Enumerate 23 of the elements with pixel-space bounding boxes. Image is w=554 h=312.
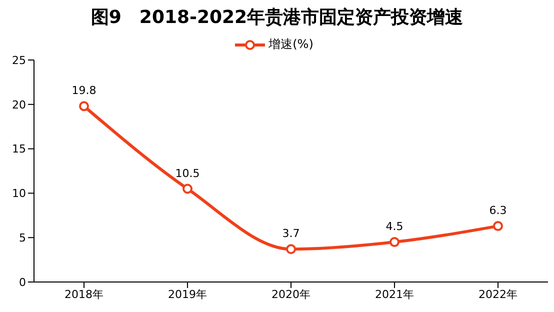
point xyxy=(79,101,89,112)
point xyxy=(286,244,296,254)
legend-label: 增速(%) xyxy=(268,36,314,53)
y-tick-label: 5 xyxy=(19,232,26,245)
data-label: 10.5 xyxy=(175,166,200,180)
x-tick-label: 2022年 xyxy=(478,288,518,301)
y-tick-label: 20 xyxy=(12,98,26,112)
y-tick-label: 0 xyxy=(19,276,26,289)
y-tick-label: 10 xyxy=(12,187,26,200)
y-tick-label: 25 xyxy=(12,54,26,67)
x-tick-label: 2021年 xyxy=(375,288,414,301)
data-label: 3.7 xyxy=(282,227,300,240)
point xyxy=(390,237,400,248)
point xyxy=(493,221,503,232)
y-tick-label: 15 xyxy=(12,142,26,156)
x-tick-label: 2019年 xyxy=(168,288,207,301)
point xyxy=(182,184,192,194)
x-tick-label: 2020年 xyxy=(272,288,310,301)
data-label: 19.8 xyxy=(72,84,96,98)
chart-title: 图9 2018-2022年贵港市固定资产投资增速 xyxy=(90,6,464,30)
data-label: 6.3 xyxy=(489,204,507,218)
data-label: 4.5 xyxy=(386,220,404,234)
x-tick-label: 2018年 xyxy=(64,288,104,301)
